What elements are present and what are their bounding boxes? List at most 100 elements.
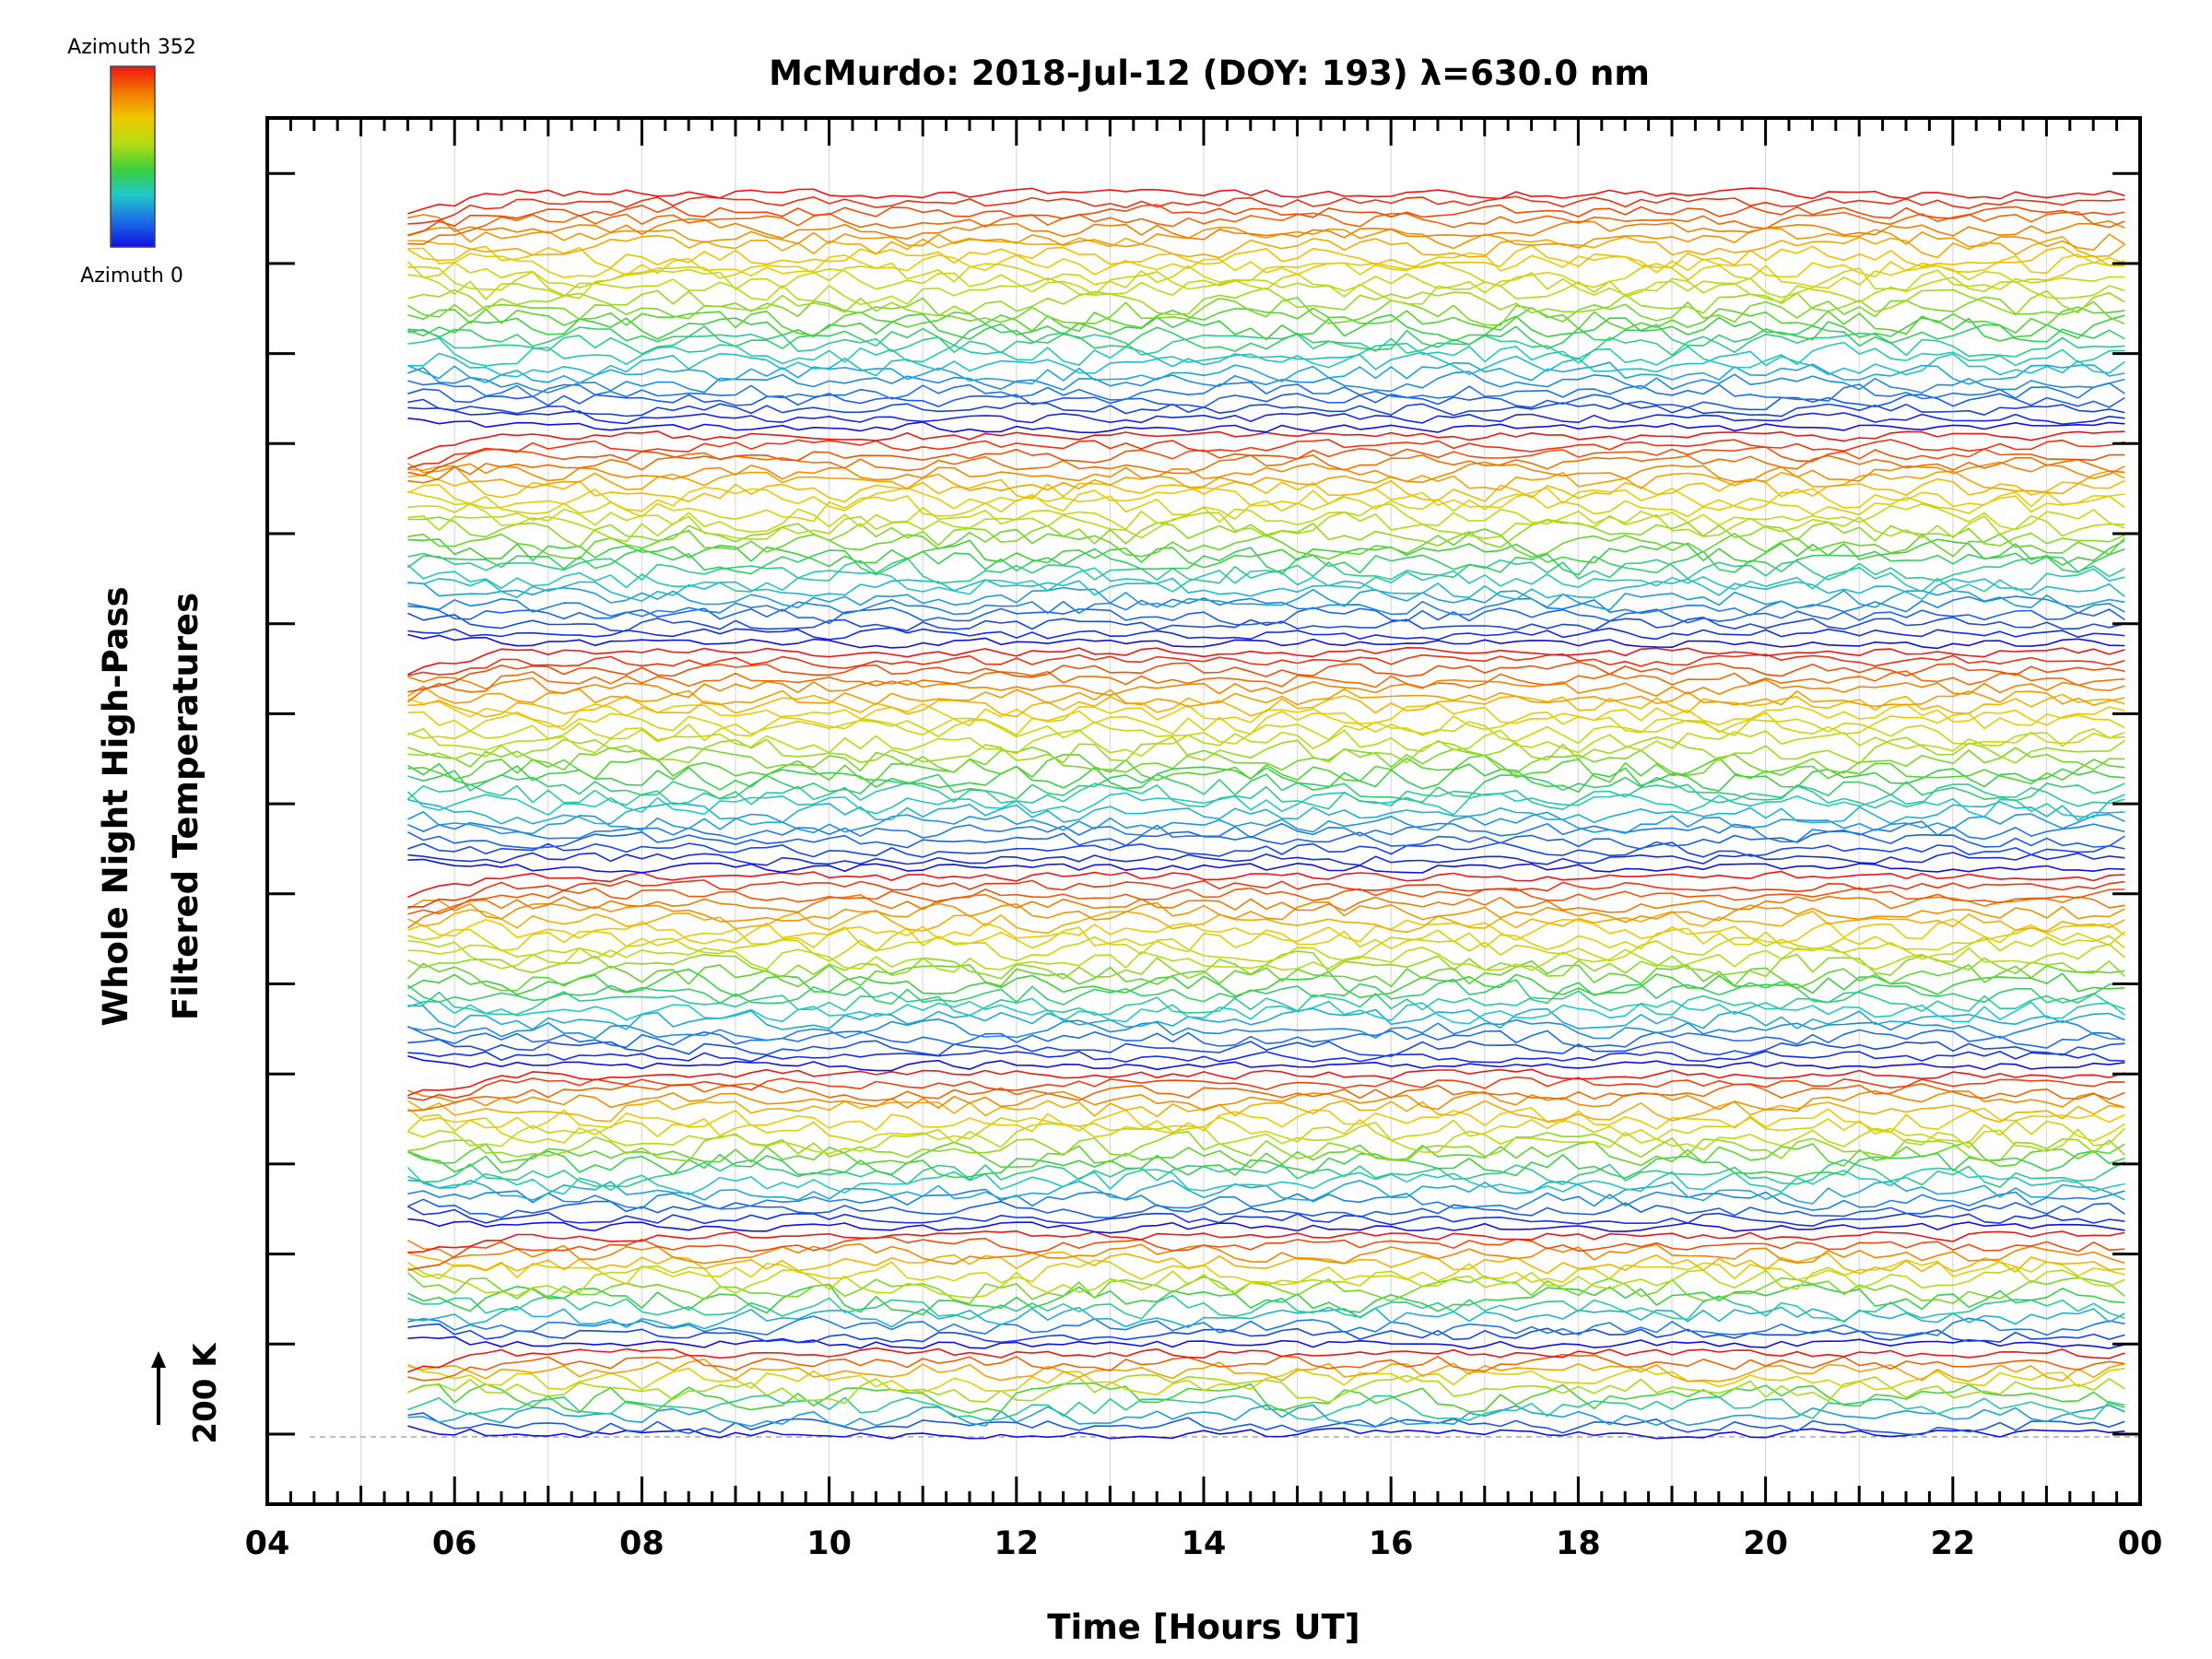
trace-line (407, 361, 2125, 385)
trace-line (407, 1179, 2125, 1205)
trace-line (407, 661, 2125, 693)
trace-line (407, 1373, 2125, 1405)
trace-line (407, 1239, 2125, 1265)
trace-line (406, 670, 2125, 703)
y-axis-title: Whole Night High-Pass Filtered Temperatu… (96, 586, 206, 1026)
trace-line (407, 187, 2125, 215)
trace-line (407, 247, 2125, 278)
trace-line (407, 909, 2125, 935)
trace-line (407, 1359, 2125, 1382)
trace-line (407, 709, 2125, 737)
trace-line (407, 265, 2125, 300)
trace-line (407, 811, 2125, 835)
trace-line (407, 1089, 2125, 1112)
grid-lines (360, 122, 2047, 1500)
trace-line (407, 870, 2125, 899)
trace-line (407, 226, 2125, 251)
trace-line (406, 1259, 2125, 1286)
trace-line (407, 388, 2125, 411)
trace-line (407, 350, 2125, 378)
x-tick-labels: 04 06 08 10 12 14 16 18 20 22 00 (245, 1525, 2163, 1562)
trace-line (406, 244, 2125, 269)
trace-line (407, 1068, 2125, 1097)
trace-line (407, 926, 2125, 953)
x-tick-label: 18 (1556, 1525, 1601, 1562)
x-tick-label: 20 (1743, 1525, 1788, 1562)
trace-line (407, 418, 2125, 434)
trace-line (406, 555, 2125, 584)
scale-label: 200 K (187, 1342, 224, 1444)
trace-line (407, 1159, 2125, 1188)
trace-line (406, 564, 2125, 595)
trace-line (407, 1206, 2125, 1227)
trace-line (406, 978, 2125, 1006)
legend-bottom-label: Azimuth 0 (80, 265, 183, 288)
trace-line (407, 195, 2125, 225)
trace-line (406, 259, 2125, 289)
trace-line (407, 328, 2125, 359)
trace-line (406, 990, 2125, 1017)
trace-line (407, 612, 2125, 632)
x-tick-label: 10 (806, 1525, 852, 1562)
trace-line (407, 337, 2125, 369)
trace-line (407, 511, 2125, 543)
trace-line (407, 474, 2125, 503)
trace-line (407, 211, 2125, 245)
trace-line (407, 754, 2125, 785)
y-axis-title-line1: Whole Night High-Pass (96, 586, 135, 1026)
trace-line (407, 287, 2125, 317)
x-tick-label: 00 (2118, 1525, 2163, 1562)
trace-line (406, 782, 2125, 810)
trace-line (407, 502, 2125, 534)
trace-line (407, 858, 2125, 874)
trace-line (407, 676, 2125, 699)
trace-line (407, 1251, 2125, 1275)
trace-line (407, 439, 2125, 469)
trace-line (407, 746, 2125, 776)
trace-line (407, 1005, 2125, 1030)
trace-line (407, 940, 2125, 973)
trace-line (407, 770, 2125, 804)
trace-line (407, 1353, 2125, 1382)
trace-line (407, 1039, 2125, 1057)
trace-line (407, 1122, 2125, 1155)
trace-line (406, 1265, 2125, 1299)
trace-line (407, 1188, 2125, 1211)
trace-line (407, 1315, 2125, 1336)
trace-line (407, 490, 2125, 523)
trace-line (407, 1394, 2125, 1422)
trace-line (407, 627, 2125, 641)
trace-line (407, 595, 2125, 618)
x-tick-label: 12 (994, 1525, 1039, 1562)
x-tick-label: 14 (1182, 1525, 1227, 1562)
trace-line (407, 1140, 2125, 1169)
trace-line (407, 323, 2125, 352)
trace-line (407, 918, 2125, 945)
trace-line (407, 633, 2125, 650)
trace-line (407, 879, 2125, 908)
trace-line (407, 1236, 2125, 1271)
chart-title: McMurdo: 2018-Jul-12 (DOY: 193) λ=630.0 … (769, 53, 1650, 93)
trace-line (407, 1025, 2125, 1049)
trace-line (407, 1050, 2125, 1064)
trace-line (407, 1000, 2125, 1025)
trace-line (407, 1347, 2125, 1373)
trace-line (406, 1166, 2125, 1195)
trace-line (406, 1272, 2125, 1305)
trace-line (407, 204, 2125, 237)
trace-line (407, 852, 2125, 866)
trace-line (406, 1113, 2125, 1145)
trace-line (407, 1130, 2125, 1162)
trace-line (407, 1305, 2125, 1330)
trace-line (406, 1100, 2125, 1124)
trace-line (406, 762, 2125, 793)
trace-line (407, 274, 2125, 306)
x-tick-label: 16 (1369, 1525, 1414, 1562)
trace-line (407, 1218, 2125, 1234)
trace-line (407, 935, 2125, 965)
trace-line (406, 893, 2125, 929)
trace-line (407, 547, 2125, 576)
trace-line (406, 685, 2125, 708)
trace-line (407, 698, 2125, 730)
